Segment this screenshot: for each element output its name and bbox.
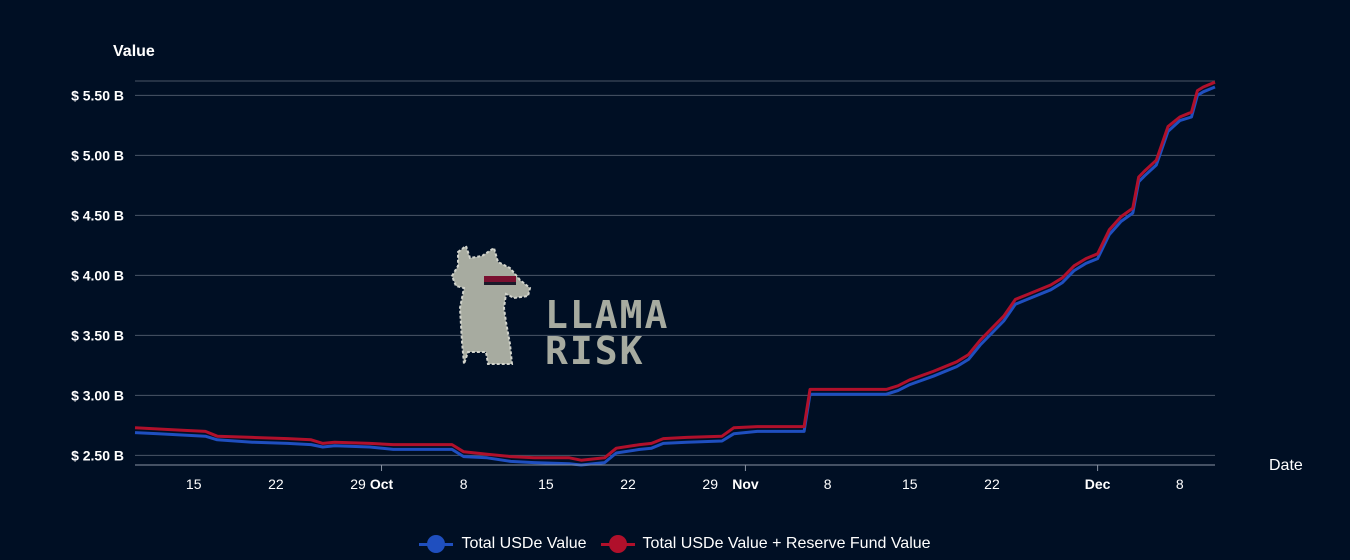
y-tick-label: $ 3.00 B <box>71 387 124 403</box>
y-tick-label: $ 4.00 B <box>71 267 124 283</box>
llama-risk-watermark: LLAMA RISK <box>450 244 669 373</box>
x-tick-labels: 15 22 29 Oct 8 15 22 29 Nov 8 15 22 Dec 8 <box>186 476 1184 492</box>
legend-label-usde: Total USDe Value <box>461 535 587 552</box>
x-tick-label: 22 <box>984 476 1000 492</box>
x-tick-label: 29 <box>350 476 366 492</box>
legend: Total USDe Value Total USDe Value + Rese… <box>0 533 1350 555</box>
y-tick-label: $ 5.50 B <box>71 87 124 103</box>
legend-swatch-usde <box>419 533 454 555</box>
watermark-line1: LLAMA <box>545 293 669 337</box>
x-tick-label: Nov <box>732 476 759 492</box>
y-tick-label: $ 4.50 B <box>71 207 124 223</box>
x-tick-label: 15 <box>186 476 202 492</box>
y-tick-label: $ 5.00 B <box>71 147 124 163</box>
legend-label-usde-reserve: Total USDe Value + Reserve Fund Value <box>642 535 931 552</box>
x-tick-label: Oct <box>370 476 394 492</box>
x-tick-label: 22 <box>620 476 636 492</box>
x-tick-label: 8 <box>460 476 468 492</box>
series <box>134 80 1216 467</box>
x-tick-label: Dec <box>1085 476 1111 492</box>
x-tick-label: 22 <box>268 476 284 492</box>
series-line-usde-reserve[interactable] <box>134 80 1216 462</box>
x-tick-label: 29 <box>702 476 718 492</box>
x-tick-label: 15 <box>902 476 918 492</box>
y-tick-labels: $ 2.50 B $ 3.00 B $ 3.50 B $ 4.00 B $ 4.50 B… <box>71 87 124 463</box>
y-axis-title: Value <box>113 43 155 60</box>
legend-item-usde[interactable]: Total USDe Value <box>419 533 587 555</box>
x-tick-label: 15 <box>538 476 554 492</box>
legend-swatch-usde-reserve <box>600 533 635 555</box>
grid <box>135 80 1215 456</box>
y-tick-label: $ 2.50 B <box>71 447 124 463</box>
legend-item-usde-reserve[interactable]: Total USDe Value + Reserve Fund Value <box>600 533 931 555</box>
llama-icon <box>450 244 532 365</box>
y-tick-label: $ 3.50 B <box>71 327 124 343</box>
x-tick-label: 8 <box>824 476 832 492</box>
x-axis-title: Date <box>1269 457 1303 474</box>
watermark-line2: RISK <box>545 329 645 373</box>
x-tick-label: 8 <box>1176 476 1184 492</box>
series-line-usde[interactable] <box>134 85 1216 467</box>
axes <box>135 464 1215 471</box>
